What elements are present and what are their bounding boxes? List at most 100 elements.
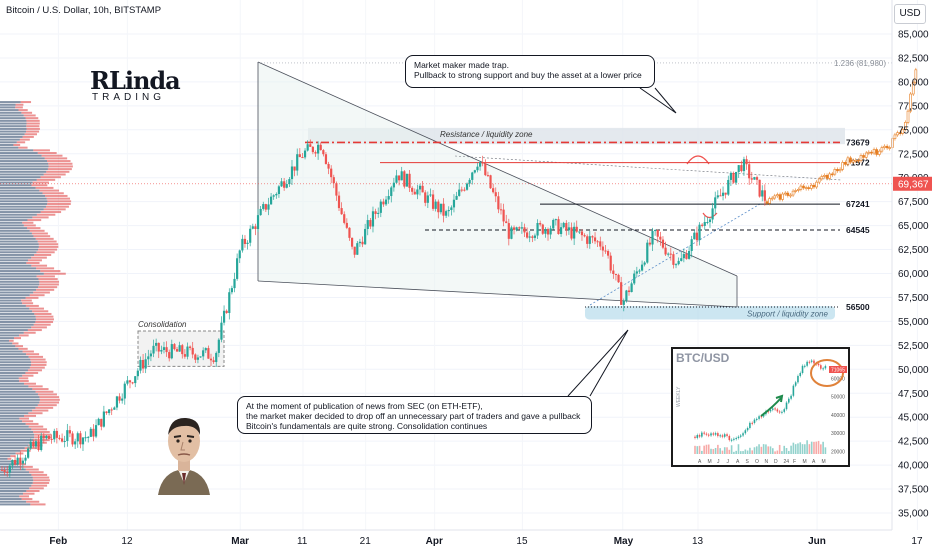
candle-body xyxy=(337,195,341,209)
volume-profile-bar xyxy=(0,471,30,474)
volume-profile-bar xyxy=(41,154,63,157)
inset-volume-bar xyxy=(723,447,726,454)
inset-volume-bar xyxy=(751,450,753,454)
time-tick-label: 13 xyxy=(692,536,704,547)
candle-body xyxy=(236,258,239,279)
volume-profile-bar xyxy=(18,347,28,350)
projection-candle xyxy=(820,176,824,180)
inset-candle-body xyxy=(824,366,827,369)
volume-profile-bar xyxy=(0,444,29,447)
volume-profile-bar xyxy=(0,452,16,455)
volume-profile-bar xyxy=(28,385,43,388)
zone-label: Support / liquidity zone xyxy=(747,309,828,318)
inset-candle-body xyxy=(776,409,779,412)
volume-profile-bar xyxy=(0,479,34,482)
volume-profile-bar xyxy=(28,355,44,358)
candle-body xyxy=(494,192,497,197)
price-tick-label: 50,000 xyxy=(898,365,929,376)
candle-body xyxy=(42,435,45,439)
candle-body xyxy=(113,407,116,410)
volume-profile-bar xyxy=(0,299,22,302)
volume-profile-bar xyxy=(31,264,48,267)
candle-body xyxy=(225,310,228,313)
volume-profile-bar xyxy=(0,398,40,401)
candle-body xyxy=(411,187,414,192)
candle-body xyxy=(450,207,453,211)
projection-candle xyxy=(851,160,855,163)
volume-profile-bar xyxy=(14,337,22,340)
candle-body xyxy=(27,448,30,458)
candle-body xyxy=(317,144,320,154)
projection-candle xyxy=(789,194,792,197)
candle-body xyxy=(212,360,215,363)
candle-body xyxy=(398,175,401,181)
inset-volume-bar xyxy=(726,447,728,454)
price-tick-label: 37,500 xyxy=(898,485,929,496)
volume-profile-bar xyxy=(0,259,28,262)
candle-body xyxy=(24,457,27,461)
inset-volume-bar xyxy=(776,450,779,454)
volume-profile-bar xyxy=(0,216,33,219)
inset-candle-body xyxy=(774,408,776,410)
candle-body xyxy=(708,219,712,223)
inset-volume-bar xyxy=(806,440,808,454)
candle-body xyxy=(84,437,87,439)
candle-body xyxy=(570,227,573,239)
candle-body xyxy=(716,195,719,198)
volume-profile-bar xyxy=(0,211,41,214)
volume-profile-bar xyxy=(0,168,48,171)
inset-title: BTC/USD xyxy=(676,351,730,365)
candle-body xyxy=(544,228,547,234)
volume-profile-bar xyxy=(0,374,23,377)
volume-profile-bar xyxy=(0,358,31,361)
inset-volume-bar xyxy=(792,442,795,454)
candle-body xyxy=(314,152,317,154)
volume-profile-bar xyxy=(0,487,30,490)
candle-body xyxy=(233,278,236,289)
inset-candle-body xyxy=(735,438,737,440)
candle-body xyxy=(3,470,6,472)
volume-profile-bar xyxy=(0,401,40,404)
candle-body xyxy=(638,270,641,272)
candle-body xyxy=(285,184,288,188)
callout-line: Bitcoin's fundamentals are quite strong.… xyxy=(246,421,488,431)
volume-profile-bar xyxy=(26,130,40,133)
candle-body xyxy=(549,228,552,235)
candle-body xyxy=(251,226,254,229)
volume-profile-bar xyxy=(48,165,73,168)
candle-body xyxy=(97,418,100,426)
inset-volume-bar xyxy=(771,448,774,454)
candle-body xyxy=(426,195,429,203)
volume-profile-bar xyxy=(32,476,50,479)
candle-body xyxy=(277,186,281,195)
inset-volume-bar xyxy=(808,444,811,454)
volume-profile-bar xyxy=(47,200,72,203)
target-label: 1.236 (81,980) xyxy=(834,59,886,68)
volume-profile-bar xyxy=(0,342,13,345)
candle-body xyxy=(536,222,539,236)
volume-profile-bar xyxy=(25,304,39,307)
volume-profile-bar xyxy=(43,173,66,176)
candle-body xyxy=(8,465,11,473)
volume-profile-bar xyxy=(33,323,51,326)
inset-price-tick: 20000 xyxy=(831,449,845,455)
projection-candle xyxy=(768,198,771,204)
inset-candle-body xyxy=(758,416,760,419)
currency-button[interactable]: USD xyxy=(894,4,926,24)
inset-volume-bar xyxy=(719,448,721,454)
candle-body xyxy=(460,189,463,191)
brand-logo: RLinda TRADING xyxy=(84,66,181,108)
candle-body xyxy=(502,209,505,222)
projection-candle xyxy=(854,159,858,162)
volume-profile-bar xyxy=(0,160,48,163)
volume-profile-bar xyxy=(0,500,27,503)
inset-candle-body xyxy=(808,361,811,363)
volume-profile-bar xyxy=(0,337,15,340)
candle-body xyxy=(34,441,38,447)
inset-volume-bar xyxy=(762,444,765,454)
inset-volume-bar xyxy=(707,444,710,454)
candle-body xyxy=(698,224,701,241)
volume-profile-bar xyxy=(0,406,36,409)
candle-body xyxy=(661,239,665,248)
